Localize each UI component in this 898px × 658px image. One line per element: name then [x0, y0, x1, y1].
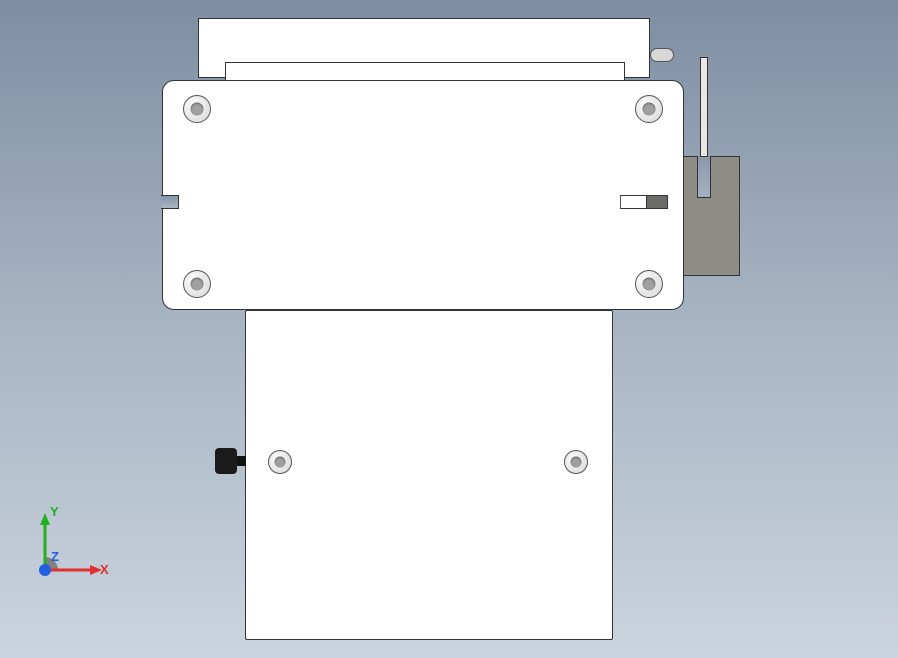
axis-z-label: Z [51, 549, 59, 564]
view-triad[interactable]: Y Z X [30, 505, 110, 585]
cad-part-notch-left [161, 195, 179, 209]
screw-icon [183, 95, 211, 123]
cad-part-knob-head [215, 448, 237, 474]
cad-part-main-plate [162, 80, 684, 310]
triad-axes-icon [30, 505, 110, 585]
screw-icon [183, 270, 211, 298]
screw-icon [635, 270, 663, 298]
cad-part-notch-right [620, 195, 646, 209]
cad-part-top-pin [650, 48, 674, 62]
cad-part-bracket-slot [697, 156, 711, 198]
axis-x-label: X [100, 562, 109, 577]
axis-y-label: Y [50, 504, 59, 519]
cad-part-lower-box [245, 310, 613, 640]
cad-part-notch-right-pin [646, 195, 668, 209]
cad-part-top-plate-lip [225, 62, 625, 82]
screw-icon [268, 450, 292, 474]
cad-part-vertical-rod [700, 57, 708, 157]
screw-icon [635, 95, 663, 123]
screw-icon [564, 450, 588, 474]
